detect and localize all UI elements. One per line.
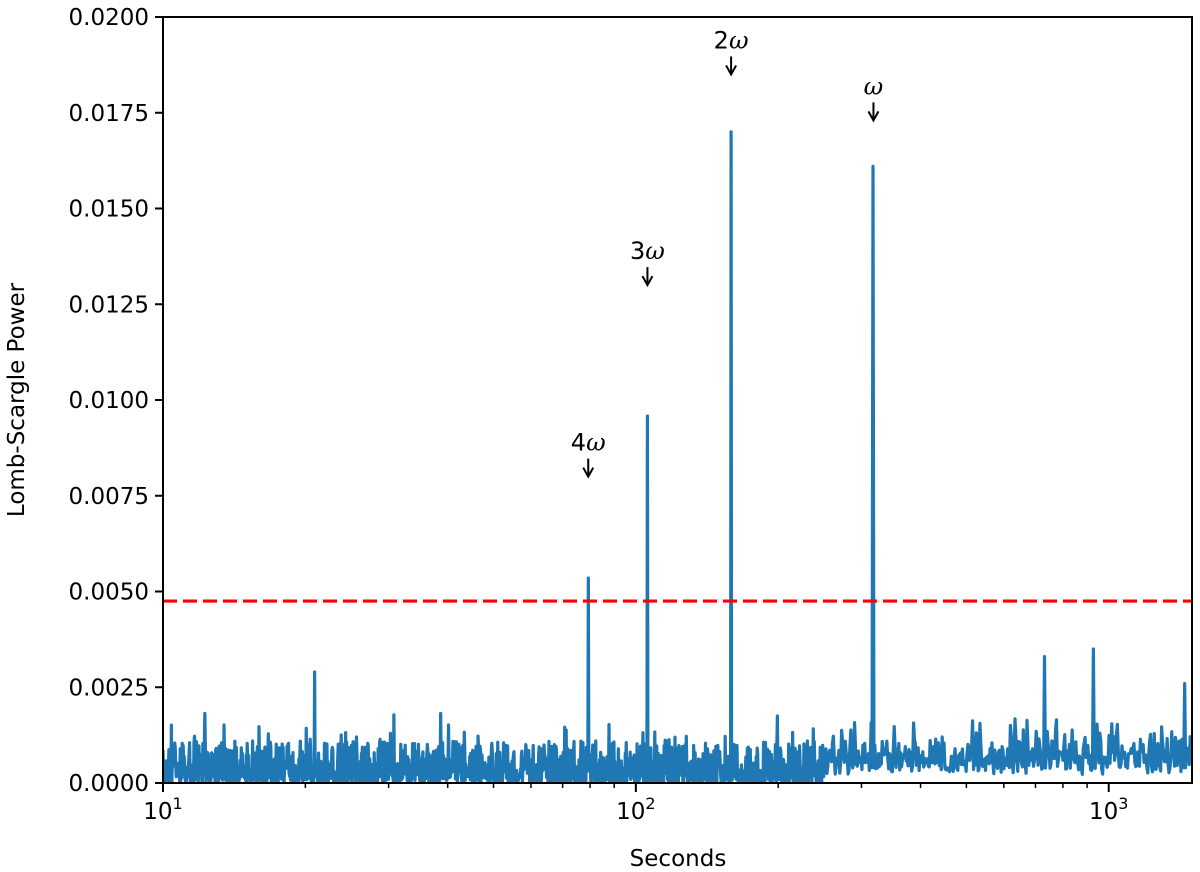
x-tick-label-exponent: 3 (1118, 794, 1128, 813)
harmonic-prefix: 4 (571, 429, 586, 457)
harmonic-symbol: ω (729, 26, 749, 54)
axes-layer: 0.0000 0.0025 0.0050 0.0075 0.0100 0.0125 0.01… (69, 5, 1193, 825)
harmonic-annotation-label: ω (864, 72, 884, 100)
harmonic-arrow-head (725, 64, 737, 77)
y-tick-label: 0.0175 (69, 101, 149, 127)
harmonic-prefix: 2 (714, 26, 729, 54)
harmonic-symbol: ω (645, 237, 665, 265)
harmonic-annotation: ω (864, 72, 884, 123)
x-axis-label: Seconds (630, 846, 727, 872)
y-axis-label: Lomb-Scargle Power (4, 282, 30, 517)
y-tick-label: 0.0150 (69, 197, 149, 223)
y-tick-label: 0.0100 (69, 388, 149, 414)
series-line (163, 130, 1192, 783)
harmonic-annotation: 4ω (571, 429, 606, 479)
y-tick-label: 0.0125 (69, 292, 149, 318)
harmonic-prefix: 3 (630, 237, 645, 265)
x-tick-label: 103 (1089, 794, 1128, 825)
harmonic-symbol: ω (586, 429, 606, 457)
y-tick-label: 0.0000 (69, 771, 149, 797)
harmonic-arrow-head (641, 275, 654, 288)
harmonic-annotation: 3ω (630, 237, 665, 288)
x-tick-label: 101 (143, 794, 182, 825)
harmonic-annotation-label: 3ω (630, 237, 665, 265)
x-tick-label: 102 (616, 794, 655, 825)
harmonic-symbol: ω (864, 72, 884, 100)
y-tick-label: 0.0050 (69, 580, 149, 606)
y-tick-label: 0.0025 (69, 675, 149, 701)
y-tick-label: 0.0075 (69, 484, 149, 510)
x-tick-label-base: 10 (143, 799, 172, 825)
y-tick-label: 0.0200 (69, 5, 149, 31)
series-layer (163, 130, 1192, 783)
x-tick-label-base: 10 (616, 799, 645, 825)
x-tick-label-exponent: 2 (645, 794, 655, 813)
harmonic-annotation: 2ω (714, 26, 749, 77)
harmonic-annotation-label: 4ω (571, 429, 606, 457)
harmonic-arrow-head (582, 467, 595, 479)
harmonic-arrow-head (867, 110, 880, 123)
harmonic-annotation-label: 2ω (714, 26, 749, 54)
x-tick-label-exponent: 1 (173, 794, 183, 813)
x-tick-label-base: 10 (1089, 799, 1118, 825)
